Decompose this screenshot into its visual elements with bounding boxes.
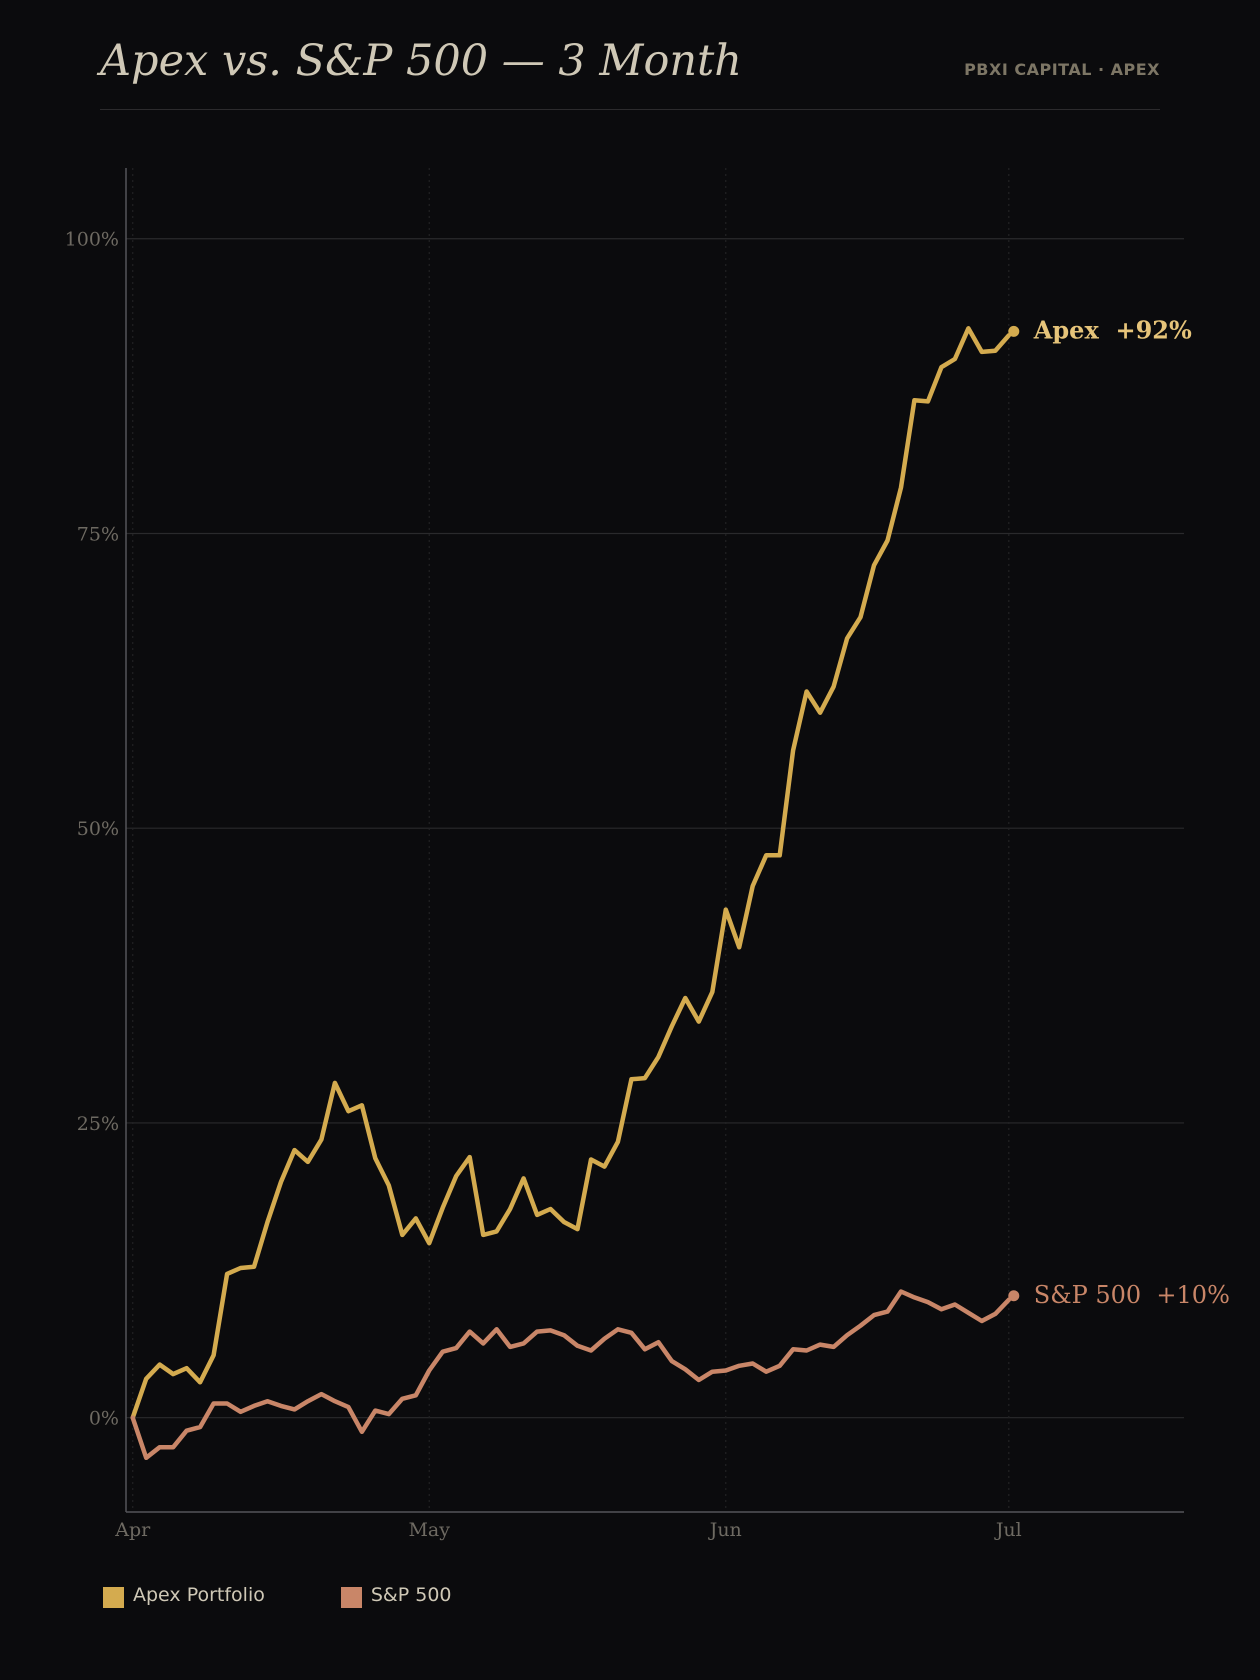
y-tick-label: 100% bbox=[65, 229, 119, 251]
series-end-label-s-p-500: S&P 500 +10% bbox=[1034, 1281, 1230, 1309]
y-tick-label: 25% bbox=[77, 1113, 119, 1135]
y-tick-label: 75% bbox=[77, 523, 119, 545]
x-tick-label: Jun bbox=[708, 1519, 742, 1541]
header-divider bbox=[100, 109, 1160, 110]
x-tick-label: May bbox=[408, 1519, 450, 1541]
legend-swatch-sp500 bbox=[340, 1586, 362, 1608]
series-line-apex bbox=[130, 326, 1012, 1420]
chart-header: Apex vs. S&P 500 — 3 Month PBXI CAPITAL … bbox=[100, 30, 1160, 110]
grid bbox=[126, 168, 1184, 1512]
chart-title: Apex vs. S&P 500 — 3 Month bbox=[100, 36, 742, 86]
series-endpoint-apex bbox=[1008, 325, 1020, 337]
brand-label: PBXI CAPITAL · APEX bbox=[964, 60, 1160, 79]
legend-item-sp500: S&P 500 bbox=[340, 1583, 452, 1608]
series bbox=[130, 325, 1020, 1461]
legend-item-apex: Apex Portfolio bbox=[103, 1583, 265, 1608]
end-labels: Apex +92% S&P 500 +10% bbox=[1033, 315, 1230, 1308]
y-tick-label: 0% bbox=[89, 1408, 119, 1430]
series-line-s-p-500 bbox=[130, 1289, 1012, 1461]
y-tick-label: 50% bbox=[77, 818, 119, 840]
legend-label-sp500: S&P 500 bbox=[370, 1584, 452, 1606]
legend-label-apex: Apex Portfolio bbox=[133, 1584, 265, 1606]
series-end-label-apex: Apex +92% bbox=[1033, 315, 1192, 344]
legend: Apex Portfolio S&P 500 bbox=[103, 1580, 528, 1610]
legend-swatch-apex bbox=[103, 1586, 124, 1608]
x-tick-label: Apr bbox=[114, 1519, 151, 1541]
axes: 0% 25% 50% 75% 100% Apr May Jun Jul bbox=[65, 168, 1184, 1541]
series-endpoint-s-p-500 bbox=[1008, 1290, 1020, 1302]
x-tick-label: Jul bbox=[994, 1519, 1022, 1541]
